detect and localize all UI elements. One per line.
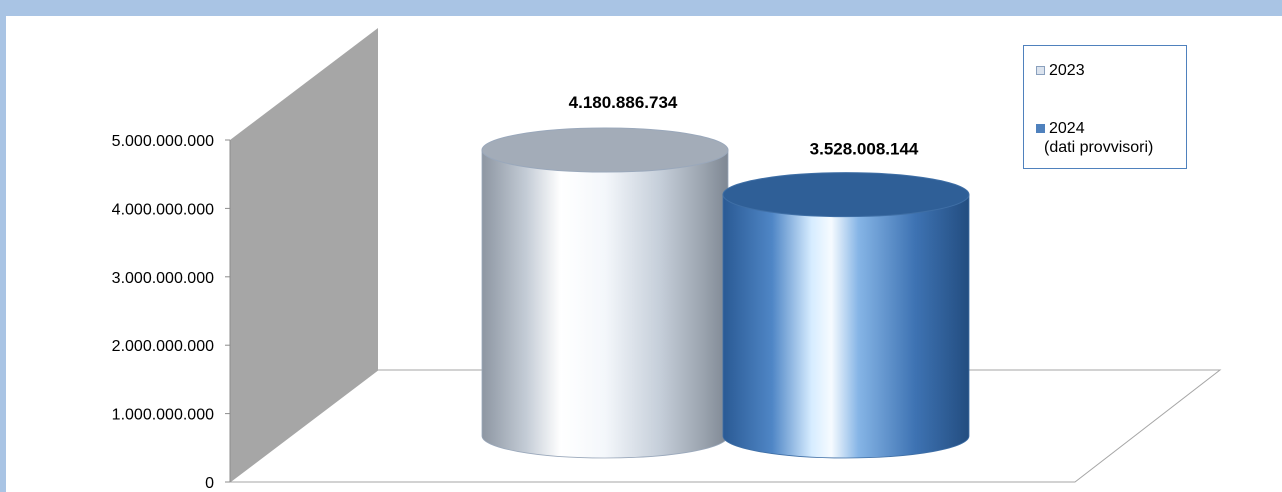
data-label-2023: 4.180.886.734 [569,93,678,112]
y-tick-label: 0 [205,475,214,492]
back-wall [230,28,378,482]
legend-item-2023: 2023 [1036,61,1085,80]
legend-sublabel-2024: (dati provvisori) [1044,139,1154,156]
legend-label-2023: 2023 [1049,62,1085,79]
bar-2023 [481,127,729,459]
bar-2024 [722,172,970,459]
bars [481,127,970,459]
cylinder-body-2023 [481,149,729,459]
y-tick-label: 4.000.000.000 [112,201,214,218]
legend-swatch-2024 [1036,124,1045,134]
legend: 2023 2024 (dati provvisori) [1023,45,1187,169]
y-axis-ticks: 0 1.000.000.000 2.000.000.000 3.000.000.000… [112,133,230,492]
cylinder-top-2024 [722,172,970,218]
y-tick-label: 2.000.000.000 [112,338,214,355]
cylinder-body-2024 [722,194,970,459]
data-label-2024: 3.528.008.144 [810,140,919,159]
legend-label-2024: 2024 [1049,120,1085,137]
cylinder-top-2023 [481,127,729,173]
legend-item-2024: 2024 (dati provvisori) [1036,119,1153,157]
y-tick-label: 1.000.000.000 [112,407,214,424]
y-tick-label: 5.000.000.000 [112,133,214,150]
data-labels: 4.180.886.734 3.528.008.144 [569,93,919,159]
legend-swatch-2023 [1036,66,1045,76]
y-tick-label: 3.000.000.000 [112,270,214,287]
